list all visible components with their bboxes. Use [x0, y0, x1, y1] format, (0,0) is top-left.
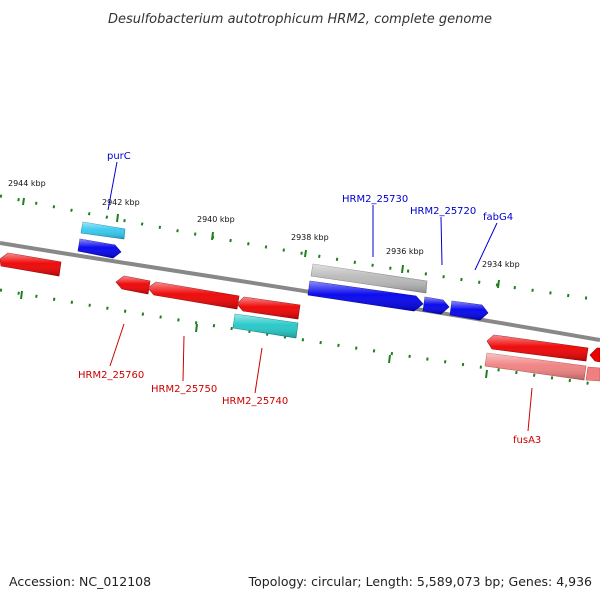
forward-gene[interactable]	[77, 238, 122, 259]
scale-label: 2944 kbp	[8, 179, 46, 188]
major-tick	[497, 279, 500, 289]
fabG4-label[interactable]: fabG4	[483, 212, 513, 223]
reverse-rna-feature[interactable]	[232, 313, 299, 339]
major-tick	[22, 197, 25, 206]
fusA3-leader	[527, 387, 533, 432]
scale-label: 2934 kbp	[482, 260, 520, 269]
major-ticks	[20, 197, 500, 379]
major-tick	[401, 264, 404, 274]
genome-backbone	[0, 241, 600, 342]
major-tick	[485, 369, 488, 379]
genome-summary-text: Topology: circular; Length: 5,589,073 bp…	[248, 574, 592, 589]
fabG4-gene[interactable]	[449, 300, 489, 321]
HRM2_25720-label[interactable]: HRM2_25720	[410, 206, 476, 217]
HRM2_25740-label[interactable]: HRM2_25740	[222, 396, 288, 407]
fusA3-gene[interactable]	[486, 334, 589, 362]
scale-label: 2936 kbp	[386, 247, 424, 256]
HRM2_25750-leader	[182, 335, 185, 382]
purC-leader	[107, 161, 118, 211]
map-title: Desulfobacterium autotrophicum HRM2, com…	[108, 12, 492, 27]
HRM2_25720-leader	[440, 216, 443, 266]
accession-text: Accession: NC_012108	[9, 574, 151, 589]
HRM2_25750-gene[interactable]	[147, 281, 240, 310]
purC-gene[interactable]	[80, 221, 126, 240]
HRM2_25730-gene[interactable]	[307, 280, 424, 312]
HRM2_25750-label[interactable]: HRM2_25750	[151, 384, 217, 395]
major-tick	[116, 213, 119, 223]
reverse-gene[interactable]	[0, 252, 62, 277]
HRM2_25730-pseudogene[interactable]	[310, 263, 428, 294]
scale-label: 2940 kbp	[197, 215, 235, 224]
purC-label[interactable]: purC	[107, 151, 131, 162]
HRM2_25760-gene[interactable]	[115, 275, 151, 295]
major-tick	[388, 354, 391, 364]
major-tick	[20, 290, 23, 300]
HRM2_25730-label[interactable]: HRM2_25730	[342, 194, 408, 205]
fusA3-label[interactable]: fusA3	[513, 435, 541, 446]
HRM2_25760-leader	[109, 323, 125, 367]
HRM2_25760-label[interactable]: HRM2_25760	[78, 370, 144, 381]
major-tick	[211, 231, 214, 241]
HRM2_25720-gene[interactable]	[422, 296, 450, 315]
scale-label: 2942 kbp	[102, 198, 140, 207]
pseudogene-edge[interactable]	[585, 366, 600, 382]
major-tick	[304, 249, 307, 258]
fabG4-leader	[474, 222, 498, 271]
label-leaders	[107, 161, 533, 432]
fusA3-pseudogene[interactable]	[484, 352, 587, 381]
reverse-gene-edge[interactable]	[589, 347, 600, 363]
HRM2_25740-leader	[254, 347, 263, 394]
HRM2_25740-gene[interactable]	[236, 296, 301, 320]
scale-label: 2938 kbp	[291, 233, 329, 242]
major-tick	[195, 323, 198, 333]
